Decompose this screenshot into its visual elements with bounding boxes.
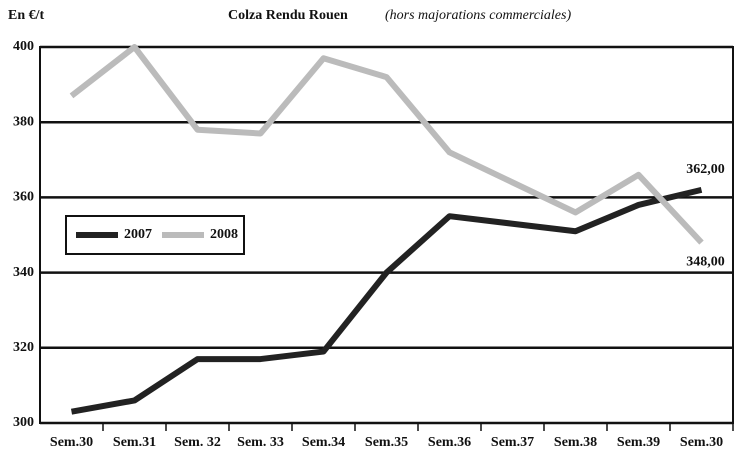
- legend-label: 2007: [124, 227, 152, 242]
- chart-title: Colza Rendu Rouen: [228, 8, 348, 23]
- chart-subtitle: (hors majorations commerciales): [385, 8, 571, 23]
- legend-box: [65, 215, 245, 255]
- data-label: 348,00: [686, 255, 725, 270]
- x-tick-label: Sem.38: [554, 435, 597, 450]
- x-tick-label: Sem.36: [428, 435, 471, 450]
- data-label: 362,00: [686, 162, 725, 177]
- series-line: [70, 186, 703, 415]
- x-tick-label: Sem.34: [302, 435, 345, 450]
- x-tick-label: Sem.30: [50, 435, 93, 450]
- legend-label: 2008: [210, 227, 238, 242]
- y-tick-label: 400: [13, 39, 34, 54]
- x-tick-label: Sem.37: [491, 435, 534, 450]
- y-tick-label: 360: [13, 190, 34, 205]
- x-tick-label: Sem.30: [680, 435, 723, 450]
- series-line: [69, 44, 704, 245]
- x-tick-label: Sem. 33: [237, 435, 284, 450]
- x-tick-label: Sem.31: [113, 435, 156, 450]
- x-tick-label: Sem. 32: [174, 435, 221, 450]
- y-tick-label: 300: [13, 415, 34, 430]
- y-tick-label: 320: [13, 340, 34, 355]
- plot-frame: [39, 46, 734, 424]
- x-tick-label: Sem.39: [617, 435, 660, 450]
- y-axis-label: En €/t: [8, 8, 45, 23]
- x-tick-label: Sem.35: [365, 435, 408, 450]
- y-tick-label: 380: [13, 114, 34, 129]
- y-tick-label: 340: [13, 265, 34, 280]
